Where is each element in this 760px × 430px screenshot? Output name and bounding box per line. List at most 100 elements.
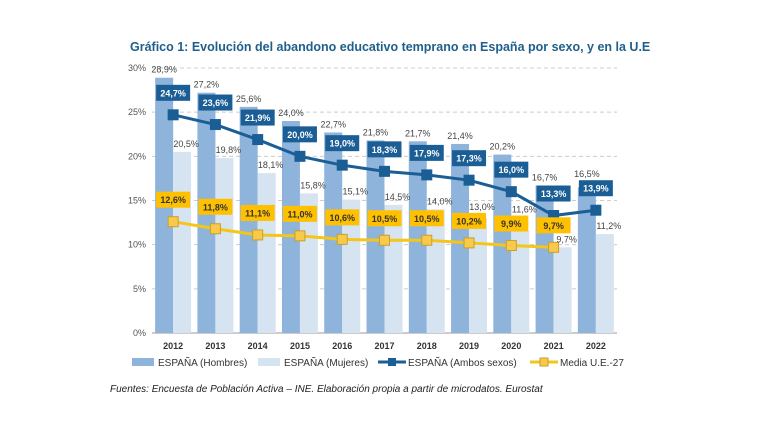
legend-swatch-mujeres	[258, 358, 280, 366]
data-label-ue: 9,9%	[501, 219, 522, 229]
data-label-hombres: 21,4%	[447, 131, 473, 141]
data-label-ue: 11,1%	[245, 208, 270, 218]
label-box-ue	[409, 210, 444, 227]
data-label-hombres: 28,9%	[151, 65, 177, 75]
marker-ue	[209, 223, 221, 235]
data-label-ambos: 19,0%	[329, 139, 355, 149]
marker-ue	[379, 234, 390, 246]
data-label-mujeres: 13,0%	[469, 202, 495, 212]
data-label-ue: 12,6%	[160, 195, 186, 205]
legend-label-hombres: ESPAÑA (Hombres)	[158, 356, 247, 369]
label-box-ambos	[536, 185, 571, 202]
label-box-ambos	[325, 135, 360, 152]
data-label-ambos: 17,9%	[414, 148, 440, 158]
label-box-ue	[367, 210, 402, 227]
data-label-hombres: 16,7%	[532, 172, 558, 182]
legend-label-mujeres: ESPAÑA (Mujeres)	[284, 356, 368, 369]
x-tick-label: 2021	[544, 341, 564, 351]
data-label-ue: 10,5%	[414, 214, 440, 224]
marker-ue	[548, 241, 560, 253]
chart-title: Gráfico 1: Evolución del abandono educat…	[130, 40, 651, 54]
y-tick-label: 15%	[128, 196, 146, 206]
legend-label-ue: Media U.E.-27	[560, 358, 624, 369]
marker-ambos	[421, 169, 433, 181]
marker-ambos	[336, 159, 348, 171]
data-label-ambos: 13,9%	[583, 184, 609, 194]
data-label-mujeres: 15,1%	[342, 187, 368, 197]
data-label-hombres: 21,8%	[363, 127, 389, 137]
label-box-ambos	[198, 94, 233, 111]
bar-hombres	[408, 141, 427, 333]
x-tick-label: 2016	[332, 341, 352, 351]
label-box-ue	[240, 204, 275, 221]
y-tick-label: 0%	[133, 328, 146, 338]
data-label-ambos: 17,3%	[456, 154, 482, 164]
label-box-ue	[325, 209, 360, 226]
data-label-ambos: 13,3%	[541, 189, 567, 199]
marker-ambos	[252, 134, 264, 146]
marker-ambos	[463, 174, 475, 186]
marker-ue	[463, 237, 475, 249]
data-label-mujeres: 20,5%	[173, 139, 199, 149]
label-box-ue	[452, 212, 487, 229]
bar-mujeres	[553, 247, 572, 333]
marker-ambos	[167, 109, 179, 121]
marker-ambos	[505, 186, 517, 198]
label-box-ambos	[409, 144, 444, 161]
marker-ue	[252, 229, 264, 241]
marker-ambos	[209, 119, 221, 131]
bar-hombres	[281, 121, 300, 333]
data-label-hombres: 27,2%	[194, 80, 220, 90]
marker-ambos	[294, 150, 306, 162]
x-tick-label: 2018	[417, 341, 437, 351]
data-label-mujeres: 14,0%	[427, 196, 453, 206]
label-box-ue	[282, 205, 317, 222]
data-label-mujeres: 18,1%	[258, 160, 284, 170]
x-tick-label: 2017	[374, 341, 394, 351]
label-box-ambos	[367, 141, 402, 158]
x-tick-label: 2012	[163, 341, 183, 351]
data-label-ue: 11,0%	[287, 209, 312, 219]
bar-mujeres	[426, 209, 445, 333]
y-tick-label: 10%	[128, 240, 146, 250]
marker-ue	[336, 233, 348, 245]
legend-label-ambos: ESPAÑA (Ambos sexos)	[408, 356, 517, 369]
data-label-ambos: 16,0%	[499, 165, 525, 175]
data-label-ue: 10,6%	[329, 213, 355, 223]
x-tick-label: 2022	[586, 341, 606, 351]
legend-marker-ue	[539, 357, 549, 367]
bar-mujeres	[173, 151, 192, 333]
label-box-ue	[156, 191, 191, 208]
label-box-ambos	[240, 109, 275, 126]
legend-marker-ambos	[388, 358, 396, 366]
bar-mujeres	[511, 230, 530, 333]
line-ue	[172, 220, 554, 249]
legend-swatch-hombres	[132, 358, 154, 366]
data-label-mujeres: 19,8%	[216, 145, 242, 155]
data-label-mujeres: 11,6%	[512, 205, 537, 215]
label-box-ue	[536, 217, 571, 234]
label-box-ambos	[578, 180, 613, 197]
bar-mujeres	[257, 173, 276, 333]
data-label-ue: 10,5%	[372, 214, 398, 224]
source-note: Fuentes: Encuesta de Población Activa – …	[110, 384, 543, 395]
data-label-hombres: 25,6%	[236, 94, 262, 104]
marker-ue	[294, 230, 306, 242]
y-tick-label: 30%	[128, 63, 146, 73]
x-tick-label: 2014	[248, 341, 268, 351]
data-label-mujeres: 11,2%	[596, 221, 621, 231]
bar-hombres	[451, 143, 470, 333]
x-tick-label: 2013	[205, 341, 225, 351]
data-label-ue: 11,8%	[203, 202, 228, 212]
marker-ambos	[590, 204, 602, 216]
bar-hombres	[577, 187, 596, 333]
data-label-hombres: 20,2%	[490, 142, 516, 152]
label-box-ue	[494, 215, 529, 232]
data-label-hombres: 16,5%	[574, 169, 600, 179]
data-label-ambos: 24,7%	[160, 88, 186, 98]
marker-ue	[505, 240, 517, 252]
bar-mujeres	[299, 193, 318, 333]
bar-mujeres	[469, 218, 488, 333]
x-tick-label: 2015	[290, 341, 310, 351]
